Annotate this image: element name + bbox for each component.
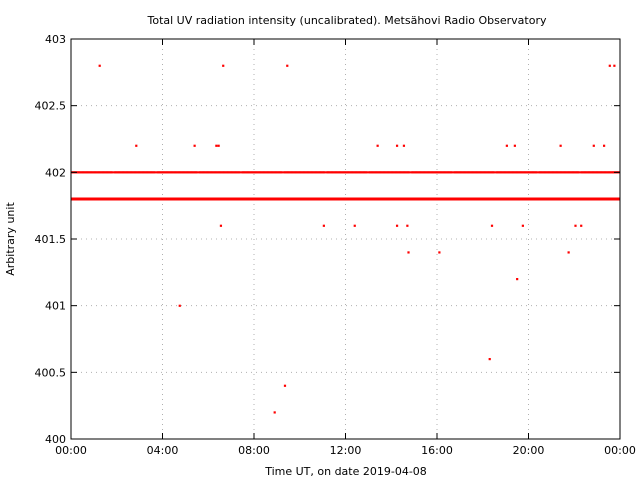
data-point: [395, 224, 399, 227]
data-point: [608, 64, 611, 67]
data-point: [592, 144, 595, 147]
x-tick-label: 20:00: [513, 444, 545, 457]
data-point: [406, 224, 409, 227]
y-tick-label: 400.5: [35, 366, 67, 379]
x-tick-label: 00:00: [55, 444, 87, 457]
data-point: [574, 224, 577, 227]
x-axis-ticks: 00:00 04:00 08:00 12:00 16:00 20:00 00:00: [55, 39, 636, 457]
y-tick-label: 400: [45, 433, 66, 446]
data-point: [366, 171, 369, 174]
data-point: [273, 411, 276, 414]
data-point: [196, 171, 199, 174]
y-tick-label: 401: [45, 300, 66, 313]
dense-band-401-8: [71, 197, 620, 201]
data-point: [222, 64, 225, 67]
y-axis-ticks: 400 400.5 401 401.5 402 402.5 403: [35, 33, 620, 446]
data-point: [578, 171, 581, 174]
data-point: [219, 224, 223, 227]
data-point: [111, 171, 114, 174]
data-point: [407, 251, 410, 254]
data-point: [613, 64, 616, 67]
data-point: [283, 384, 287, 387]
data-point: [217, 144, 220, 147]
x-tick-label: 12:00: [330, 444, 362, 457]
data-point: [215, 144, 218, 147]
y-tick-label: 402: [45, 166, 66, 179]
dense-band-402: [70, 171, 621, 174]
x-tick-label: 04:00: [147, 444, 179, 457]
data-point: [438, 251, 441, 254]
data-point: [135, 144, 138, 147]
data-point: [488, 358, 491, 361]
x-tick-label: 16:00: [421, 444, 453, 457]
data-point: [451, 171, 454, 174]
y-axis-label: Arbitrary unit: [4, 202, 17, 276]
outlier-points: [98, 64, 616, 414]
data-point: [395, 144, 399, 147]
grid-lines: [71, 39, 620, 439]
y-tick-label: 403: [45, 33, 66, 46]
dense-band-mark: [71, 197, 620, 201]
data-point: [516, 278, 519, 281]
data-point: [535, 171, 538, 174]
data-point: [154, 171, 157, 174]
chart-title: Total UV radiation intensity (uncalibrat…: [147, 14, 547, 27]
data-point: [178, 304, 181, 307]
data-point: [513, 144, 516, 147]
data-point: [567, 251, 570, 254]
data-point: [602, 144, 606, 147]
data-point: [286, 64, 289, 67]
data-point: [238, 171, 241, 174]
y-tick-label: 401.5: [35, 233, 67, 246]
data-point: [521, 224, 524, 227]
data-point: [505, 144, 508, 147]
data-point: [281, 171, 284, 174]
data-point: [559, 144, 562, 147]
data-point: [580, 224, 583, 227]
data-point: [493, 171, 496, 174]
data-point: [323, 171, 326, 174]
data-point: [408, 171, 411, 174]
x-tick-label: 08:00: [238, 444, 270, 457]
data-point: [376, 144, 379, 147]
data-point: [490, 224, 494, 227]
x-tick-label: 00:00: [604, 444, 636, 457]
x-axis-label: Time UT, on date 2019-04-08: [264, 465, 427, 478]
y-tick-label: 402.5: [35, 100, 67, 113]
data-point: [193, 144, 196, 147]
data-point: [322, 224, 325, 227]
data-point: [98, 64, 101, 67]
data-point: [353, 224, 356, 227]
data-point: [402, 144, 406, 147]
dense-data-bands: [70, 171, 621, 201]
